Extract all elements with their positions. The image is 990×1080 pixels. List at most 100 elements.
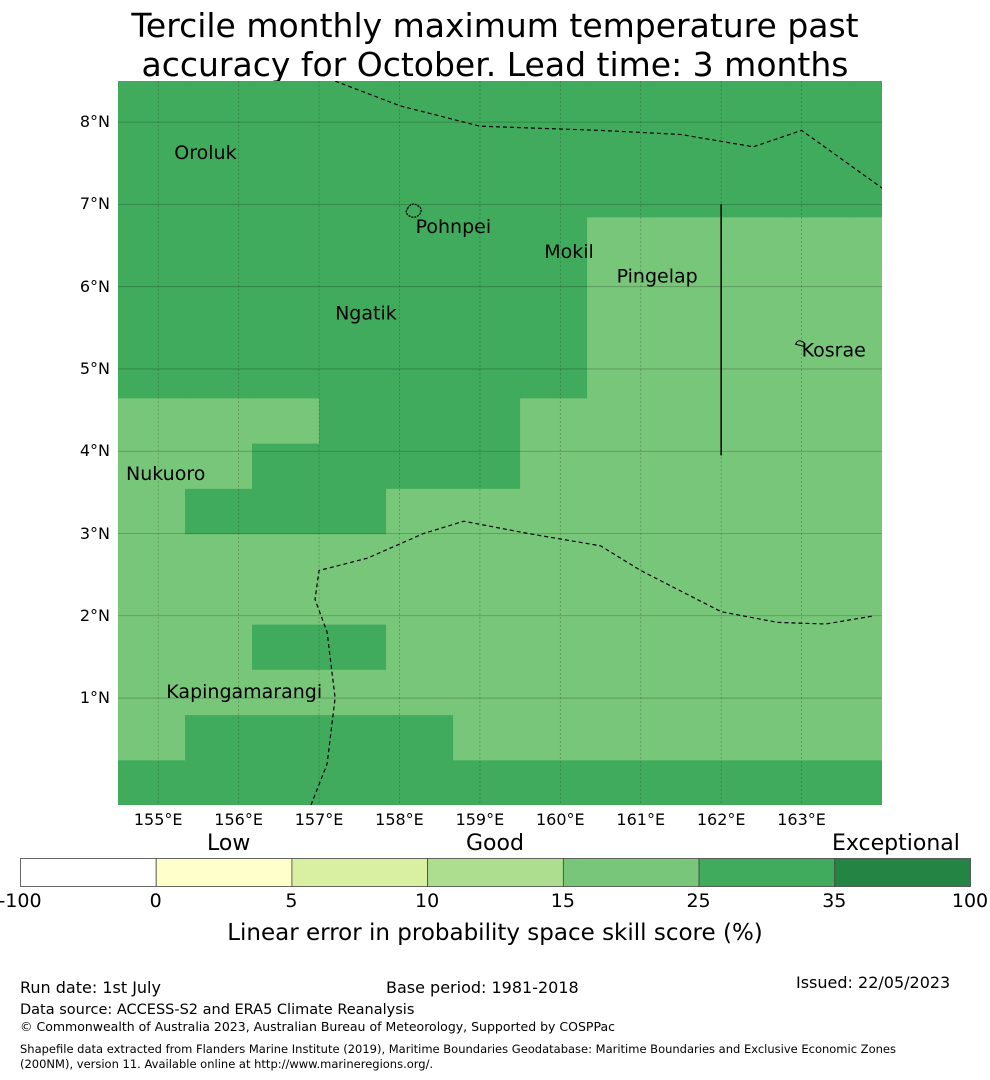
grid-cell — [185, 171, 253, 218]
grid-cell — [855, 578, 882, 625]
grid-cell — [252, 81, 320, 127]
place-label: Nukuoro — [126, 463, 205, 485]
longitude-tick-label: 157°E — [294, 810, 344, 829]
grid-cell — [252, 216, 320, 263]
grid-cell — [185, 216, 253, 263]
grid-cell — [319, 307, 387, 354]
grid-cell — [855, 714, 882, 761]
grid-cell — [118, 488, 186, 535]
grid-cell — [319, 443, 387, 489]
latitude-tick-label: 3°N — [79, 523, 110, 543]
grid-cell — [520, 669, 588, 716]
grid-cell — [185, 578, 253, 625]
grid-cell — [520, 488, 588, 535]
grid-cell — [319, 397, 387, 444]
place-label: Kosrae — [802, 340, 866, 362]
grid-cell — [118, 352, 186, 399]
grid-cell — [386, 216, 454, 263]
grid-cell — [855, 216, 882, 263]
grid-cell — [319, 578, 387, 625]
grid-cell — [721, 488, 789, 535]
grid-cell — [587, 216, 655, 263]
grid-cell — [587, 759, 655, 805]
grid-cell — [252, 307, 320, 354]
grid-cell — [788, 81, 856, 82]
grid-cell — [453, 669, 521, 716]
grid-cell — [453, 262, 521, 308]
grid-cell — [788, 533, 856, 580]
latitude-tick-label: 4°N — [79, 441, 110, 461]
colorbar-tick-label: 5 — [285, 890, 298, 912]
grid-cell — [319, 624, 387, 670]
grid-cell — [185, 714, 253, 761]
grid-cell — [855, 171, 882, 218]
place-label: Pohnpei — [416, 216, 492, 238]
grid-cell — [654, 307, 722, 354]
grid-cell — [453, 624, 521, 670]
colorbar-tick-label: 15 — [550, 890, 575, 912]
grid-cell — [185, 126, 253, 173]
colorbar-tick-label: -100 — [0, 890, 42, 912]
grid-cell — [654, 624, 722, 670]
grid-cell — [855, 262, 882, 308]
grid-cell — [386, 262, 454, 308]
grid-cell — [118, 397, 186, 444]
longitude-tick-label: 155°E — [133, 810, 183, 829]
grid-cell — [252, 81, 320, 82]
latitude-tick-label: 2°N — [79, 605, 110, 625]
grid-cell — [386, 578, 454, 625]
issued-date: Issued: 22/05/2023 — [796, 973, 951, 992]
copyright-notice: © Commonwealth of Australia 2023, Austra… — [20, 1019, 615, 1034]
grid-cell — [654, 352, 722, 399]
grid-cell — [654, 397, 722, 444]
category-good-label: Good — [466, 831, 524, 856]
grid-cell — [185, 443, 253, 489]
grid-cell — [520, 126, 588, 173]
longitude-tick-label: 159°E — [455, 810, 505, 829]
grid-cell — [453, 443, 521, 489]
grid-cell — [855, 759, 882, 805]
grid-cell — [587, 624, 655, 670]
title-line-2: accuracy for October. Lead time: 3 month… — [141, 45, 849, 84]
grid-cell — [721, 307, 789, 354]
grid-cell — [453, 81, 521, 127]
place-label: Kapingamarangi — [166, 681, 322, 703]
grid-cell — [453, 216, 521, 263]
grid-cell — [386, 352, 454, 399]
grid-cell — [453, 171, 521, 218]
grid-cell — [587, 81, 655, 127]
grid-cell — [319, 669, 387, 716]
grid-cell — [453, 714, 521, 761]
grid-cell — [520, 397, 588, 444]
grid-cell — [654, 759, 722, 805]
grid-cell — [721, 126, 789, 173]
colorbar-segment — [427, 858, 564, 887]
grid-cell — [118, 714, 186, 761]
place-label: Pingelap — [617, 266, 698, 288]
grid-cell — [386, 81, 454, 82]
category-low-label: Low — [207, 831, 251, 856]
grid-cell — [252, 262, 320, 308]
eez-boundary — [310, 520, 875, 805]
grid-cell — [386, 126, 454, 173]
title-line-1: Tercile monthly maximum temperature past — [131, 6, 859, 45]
grid-cell — [654, 443, 722, 489]
grid-cell — [118, 443, 186, 489]
grid-cell — [721, 533, 789, 580]
grid-cell — [721, 262, 789, 308]
grid-cell — [118, 216, 186, 263]
grid-cell — [453, 578, 521, 625]
grid-cell — [587, 443, 655, 489]
colorbar-tick-label: 35 — [822, 890, 847, 912]
grid-cell — [520, 714, 588, 761]
grid-cell — [520, 307, 588, 354]
grid-cell — [788, 443, 856, 489]
grid-cell — [855, 81, 882, 127]
grid-cell — [520, 262, 588, 308]
grid-cell — [386, 759, 454, 805]
grid-cell — [453, 126, 521, 173]
grid-cell — [185, 759, 253, 805]
grid-cell — [721, 669, 789, 716]
grid-cell — [453, 352, 521, 399]
latitude-tick-label: 7°N — [79, 194, 110, 214]
